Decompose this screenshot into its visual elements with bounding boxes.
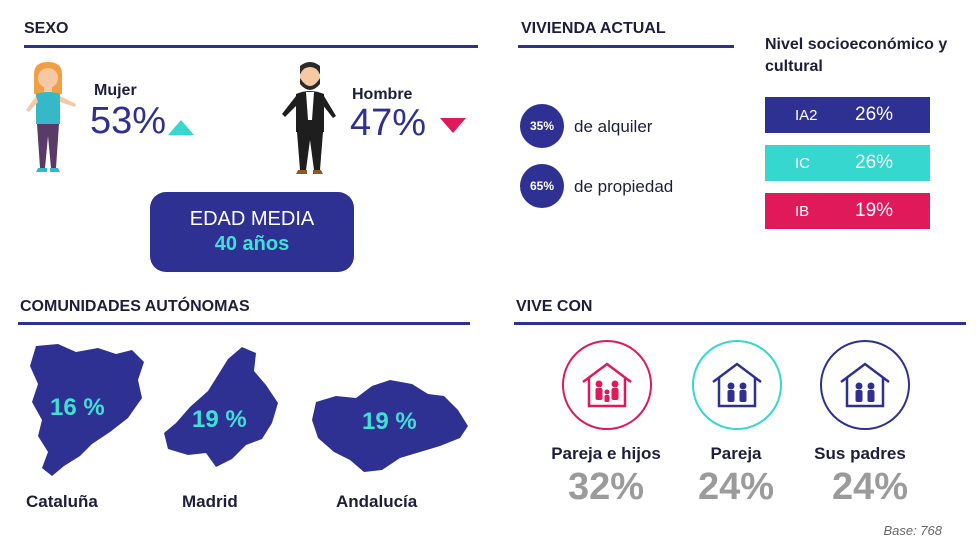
vivienda-rule xyxy=(518,45,734,48)
nivel-ib-pct: 19% xyxy=(855,200,894,221)
hombre-pct: 47% xyxy=(350,102,427,144)
vivienda-alquiler-label: de alquiler xyxy=(574,117,653,136)
nivel-ic-code: IC xyxy=(795,154,810,172)
pareja-label: Pareja xyxy=(710,444,762,463)
nivel-ia2-code: IA2 xyxy=(795,106,818,124)
vivienda-propiedad-label: de propiedad xyxy=(574,177,674,196)
base-note: Base: 768 xyxy=(883,523,942,538)
andalucia-label: Andalucía xyxy=(336,492,418,511)
madrid-pct: 19 % xyxy=(192,406,247,433)
pareja-hijos-label: Pareja e hijos xyxy=(551,444,661,463)
comunidades-heading: COMUNIDADES AUTÓNOMAS xyxy=(20,298,250,315)
sus-padres-label: Sus padres xyxy=(814,444,906,463)
nivel-ib-code: IB xyxy=(795,202,810,220)
triangle-up-icon xyxy=(168,120,194,135)
sexo-heading: SEXO xyxy=(24,20,69,37)
vivienda-heading: VIVIENDA ACTUAL xyxy=(521,20,666,37)
comunidades-rule xyxy=(18,322,470,325)
sus-padres-circle xyxy=(820,340,910,430)
andalucia-pct: 19 % xyxy=(362,408,417,435)
nivel-heading: Nivel socioeconómico y cultural xyxy=(765,34,947,78)
couple-house-icon xyxy=(712,362,762,408)
parents-house-icon xyxy=(840,362,890,408)
cataluna-label: Cataluña xyxy=(26,492,98,511)
woman-figure-icon xyxy=(26,62,76,172)
mujer-pct: 53% xyxy=(90,100,167,142)
nivel-ia2-pct: 26% xyxy=(855,104,894,125)
pareja-hijos-pct: 32% xyxy=(567,466,645,508)
andalucia-map-icon xyxy=(312,380,468,472)
nivel-heading-line2: cultural xyxy=(765,58,823,75)
mujer-label: Mujer xyxy=(94,82,137,99)
nivel-ic-box: IC 26% xyxy=(765,145,930,181)
madrid-label: Madrid xyxy=(182,492,238,511)
vivienda-propiedad-badge: 65% xyxy=(520,164,564,208)
vive-con-heading: VIVE CON xyxy=(516,298,593,315)
edad-media-box: EDAD MEDIA 40 años xyxy=(150,192,354,272)
pareja-circle xyxy=(692,340,782,430)
cataluna-map-icon xyxy=(30,344,144,476)
vivienda-alquiler-badge: 35% xyxy=(520,104,564,148)
man-figure-icon xyxy=(282,62,336,174)
edad-media-value: 40 años xyxy=(214,233,290,255)
vive-con-rule xyxy=(514,322,966,325)
nivel-ic-pct: 26% xyxy=(855,152,894,173)
sus-padres-pct: 24% xyxy=(831,466,909,508)
madrid-map-icon xyxy=(164,347,278,467)
family-house-icon xyxy=(582,362,632,408)
pareja-hijos-circle xyxy=(562,340,652,430)
nivel-ia2-box: IA2 26% xyxy=(765,97,930,133)
edad-media-title: EDAD MEDIA xyxy=(189,208,315,230)
pareja-pct: 24% xyxy=(697,466,775,508)
hombre-label: Hombre xyxy=(352,86,413,103)
nivel-heading-line1: Nivel socioeconómico y xyxy=(765,36,948,53)
sexo-rule xyxy=(24,45,478,48)
triangle-down-icon xyxy=(440,118,466,133)
nivel-ib-box: IB 19% xyxy=(765,193,930,229)
cataluna-pct: 16 % xyxy=(50,394,105,421)
